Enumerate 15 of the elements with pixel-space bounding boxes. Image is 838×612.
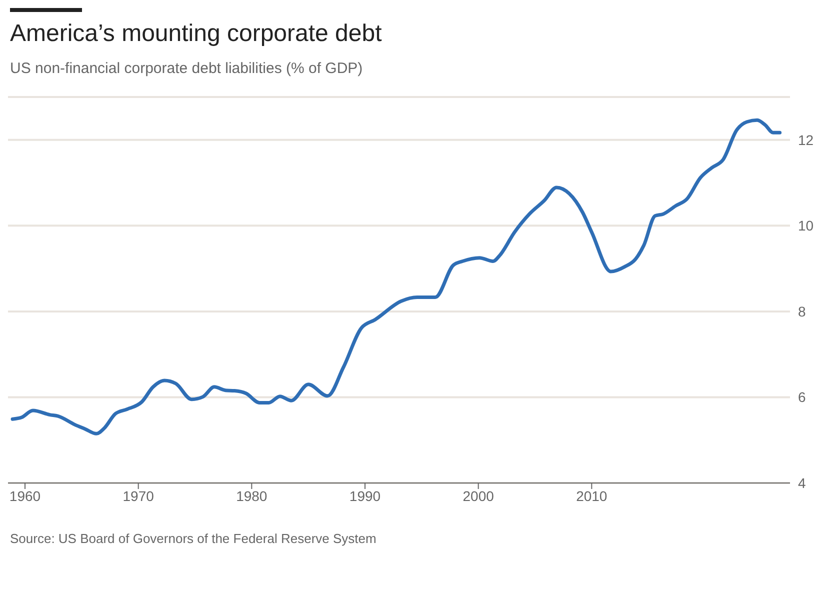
x-tick-label: 2000 bbox=[462, 488, 494, 504]
chart-subtitle: US non-financial corporate debt liabilities (% of GDP) bbox=[10, 60, 363, 77]
x-tick-label: 1980 bbox=[236, 488, 268, 504]
y-tick-label: 4 bbox=[798, 474, 806, 491]
x-tick-label: 1970 bbox=[122, 488, 154, 504]
x-tick-label: 1990 bbox=[349, 488, 381, 504]
x-tick-label: 1960 bbox=[9, 488, 41, 504]
line-series bbox=[10, 118, 782, 436]
y-tick-label: 8 bbox=[798, 303, 806, 320]
source-note: Source: US Board of Governors of the Federal Reserve System bbox=[10, 531, 376, 546]
y-tick-label: 6 bbox=[798, 389, 806, 406]
y-tick-label: 12 bbox=[798, 132, 814, 148]
chart-title: America’s mounting corporate debt bbox=[10, 20, 382, 47]
x-tick-label: 2010 bbox=[576, 488, 608, 504]
y-tick-label: 10 bbox=[798, 218, 814, 234]
